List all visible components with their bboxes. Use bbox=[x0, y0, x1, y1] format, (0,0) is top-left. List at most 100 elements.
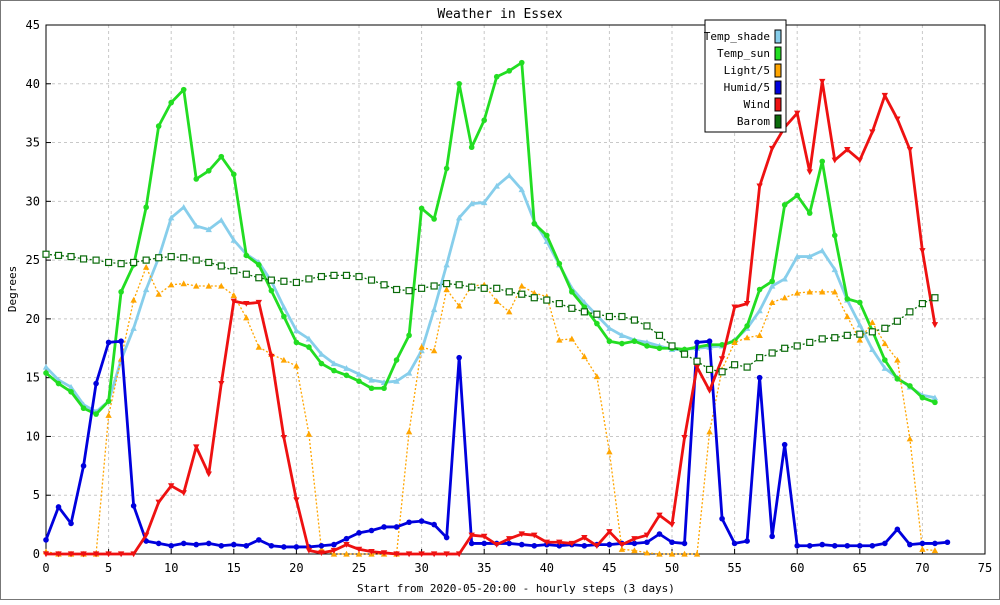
data-point-light-5 bbox=[743, 334, 751, 341]
data-point-temp-sun bbox=[769, 278, 775, 285]
data-point-wind bbox=[919, 248, 926, 254]
legend-label: Temp_shade bbox=[704, 30, 770, 43]
data-point-light-5 bbox=[706, 428, 713, 435]
data-point-temp-sun bbox=[243, 252, 250, 259]
data-point-barom bbox=[392, 285, 401, 294]
data-point-temp-sun bbox=[819, 158, 826, 165]
data-point-wind bbox=[193, 444, 200, 451]
data-point-temp-sun bbox=[80, 405, 87, 412]
data-point-barom bbox=[79, 255, 88, 263]
data-point-temp-shade bbox=[230, 236, 237, 243]
data-point-humid-5 bbox=[180, 540, 187, 547]
data-point-temp-sun bbox=[268, 287, 275, 294]
data-point-humid-5 bbox=[731, 540, 738, 547]
data-point-temp-sun bbox=[43, 370, 49, 376]
data-point-wind bbox=[568, 540, 576, 547]
data-point-humid-5 bbox=[882, 540, 888, 547]
data-point-humid-5 bbox=[556, 542, 563, 549]
data-point-light-5 bbox=[168, 281, 175, 288]
series-wind bbox=[42, 78, 939, 558]
data-point-temp-sun bbox=[468, 144, 475, 151]
data-point-barom bbox=[505, 288, 513, 296]
data-point-temp-shade bbox=[831, 266, 838, 273]
data-point-barom bbox=[92, 256, 100, 264]
data-point-temp-sun bbox=[882, 357, 888, 363]
data-point-temp-sun bbox=[393, 357, 400, 363]
data-point-wind bbox=[243, 301, 250, 307]
data-point-wind bbox=[255, 299, 263, 306]
data-point-light-5 bbox=[305, 430, 313, 437]
data-point-humid-5 bbox=[581, 542, 588, 549]
data-point-barom bbox=[305, 275, 313, 283]
data-point-temp-sun bbox=[506, 68, 513, 74]
data-point-wind bbox=[593, 543, 601, 549]
data-point-temp-shade bbox=[330, 360, 338, 367]
data-point-wind bbox=[643, 532, 651, 539]
data-point-barom bbox=[192, 256, 200, 264]
data-point-wind bbox=[92, 551, 100, 558]
data-point-barom bbox=[806, 338, 814, 346]
data-point-temp-sun bbox=[155, 123, 162, 129]
data-point-humid-5 bbox=[130, 503, 137, 509]
data-point-humid-5 bbox=[944, 539, 951, 546]
data-point-humid-5 bbox=[644, 539, 650, 546]
data-point-wind bbox=[743, 301, 751, 307]
data-point-temp-sun bbox=[418, 205, 425, 212]
data-point-temp-sun bbox=[406, 332, 412, 339]
data-point-barom bbox=[355, 272, 363, 281]
data-point-temp-sun bbox=[356, 378, 362, 384]
data-point-temp-sun bbox=[907, 383, 913, 389]
data-point-humid-5 bbox=[218, 542, 225, 549]
data-point-light-5 bbox=[130, 296, 137, 303]
data-point-wind bbox=[42, 551, 50, 558]
data-point-temp-shade bbox=[430, 306, 438, 313]
x-axis-label: Start from 2020-05-20:00 - hourly steps … bbox=[357, 582, 675, 595]
data-point-wind bbox=[443, 551, 450, 558]
data-point-light-5 bbox=[493, 298, 500, 304]
data-point-temp-shade bbox=[481, 199, 488, 206]
data-point-barom bbox=[217, 262, 225, 270]
series-line-light-5 bbox=[45, 266, 935, 555]
data-point-barom bbox=[793, 342, 801, 350]
legend-box bbox=[704, 19, 787, 133]
data-point-temp-shade bbox=[67, 383, 75, 390]
data-point-humid-5 bbox=[406, 519, 412, 526]
data-point-barom bbox=[167, 252, 175, 261]
data-point-humid-5 bbox=[831, 542, 838, 549]
data-point-temp-sun bbox=[857, 299, 863, 306]
y-tick-label: 30 bbox=[26, 194, 40, 208]
data-point-temp-shade bbox=[618, 332, 626, 338]
data-point-humid-5 bbox=[418, 518, 425, 524]
data-point-light-5 bbox=[906, 435, 914, 442]
data-point-wind bbox=[80, 551, 87, 558]
data-point-barom bbox=[117, 260, 125, 268]
x-axis-ticks: 0 5 10 15 20 25 30 35 40 45 50 55 60 65 70 75 bbox=[42, 549, 992, 575]
data-point-barom bbox=[443, 280, 451, 288]
data-point-temp-sun bbox=[55, 380, 62, 387]
data-point-barom bbox=[655, 331, 664, 339]
data-point-humid-5 bbox=[193, 541, 200, 548]
data-point-barom bbox=[255, 274, 263, 282]
data-point-humid-5 bbox=[806, 542, 813, 549]
data-point-wind bbox=[618, 541, 626, 548]
data-point-temp-sun bbox=[343, 372, 350, 379]
y-tick-label: 45 bbox=[26, 18, 40, 32]
data-point-light-5 bbox=[155, 291, 162, 297]
data-point-barom bbox=[668, 342, 676, 350]
data-point-barom bbox=[568, 304, 576, 312]
data-point-temp-sun bbox=[218, 153, 225, 160]
data-point-temp-sun bbox=[844, 296, 851, 302]
data-point-temp-sun bbox=[231, 171, 237, 178]
data-point-barom bbox=[918, 300, 927, 308]
data-point-wind bbox=[418, 551, 425, 558]
data-point-wind bbox=[819, 78, 826, 85]
legend-swatch bbox=[774, 63, 782, 78]
data-point-barom bbox=[242, 270, 250, 278]
data-point-barom bbox=[480, 284, 488, 292]
y-axis-ticks: 0 5 10 15 20 25 30 35 40 45 bbox=[26, 18, 51, 561]
data-point-light-5 bbox=[443, 286, 450, 293]
data-point-humid-5 bbox=[281, 544, 287, 550]
data-point-humid-5 bbox=[506, 540, 513, 547]
